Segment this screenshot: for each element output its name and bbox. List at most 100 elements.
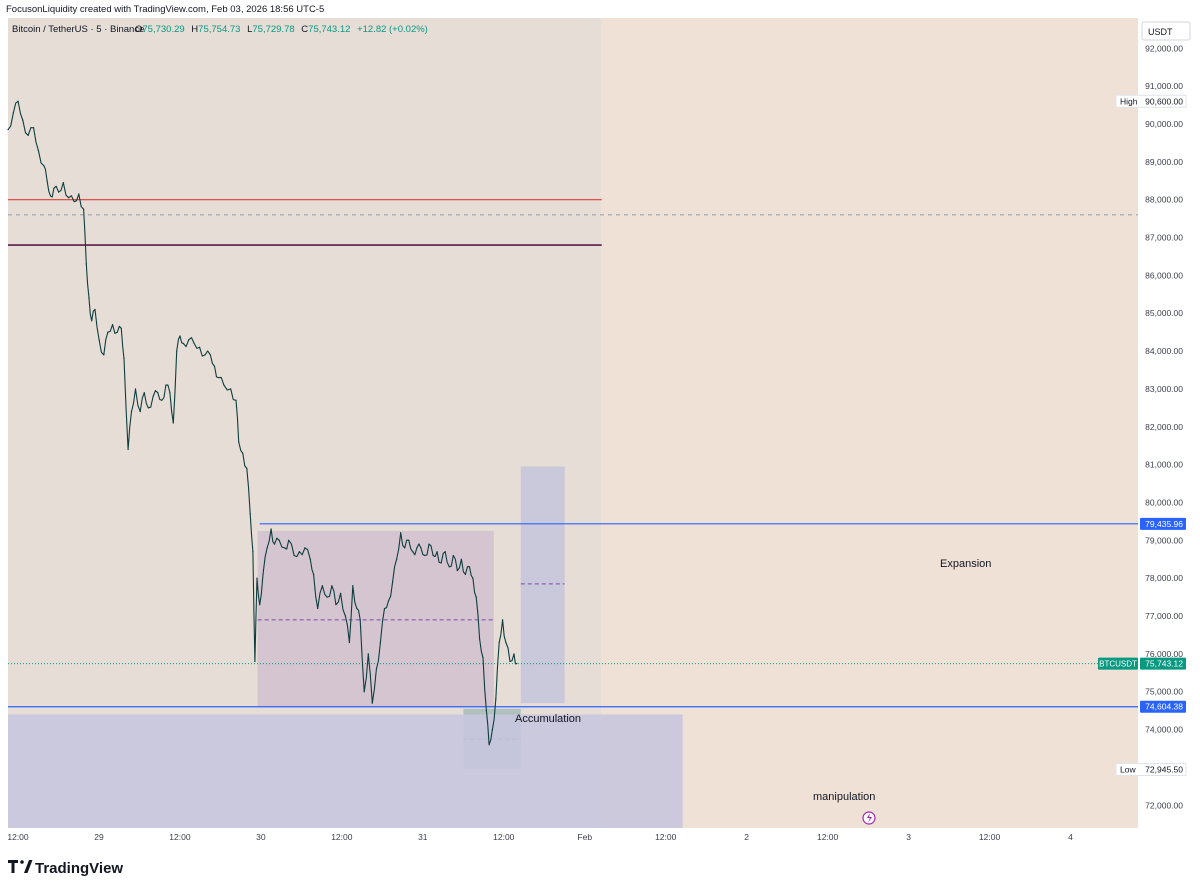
price-point <box>82 208 85 210</box>
price-point <box>475 596 477 598</box>
price-point <box>509 660 511 663</box>
price-point <box>120 327 122 329</box>
price-tag-text-3: 79,435.96 <box>1145 519 1183 529</box>
symbol-title[interactable]: Bitcoin / TetherUS · 5 · Binance <box>12 24 144 35</box>
price-point <box>331 585 333 587</box>
price-point <box>448 566 450 568</box>
y-tick-label: 72,000.00 <box>1145 800 1183 810</box>
price-point <box>165 384 167 386</box>
price-point <box>143 392 145 394</box>
event-icon-bolt <box>867 813 872 823</box>
price-point <box>348 641 350 644</box>
price-point <box>293 554 295 557</box>
y-tick-label: 84,000.00 <box>1145 346 1183 356</box>
price-point <box>172 422 174 424</box>
marker-value-high: 90,600.00 <box>1145 96 1183 106</box>
price-point <box>103 354 105 356</box>
price-point <box>359 619 361 621</box>
price-point <box>404 547 406 549</box>
price-point <box>182 342 185 345</box>
price-point <box>313 573 315 576</box>
y-tick-label: 75,000.00 <box>1145 687 1183 697</box>
price-point <box>68 197 70 199</box>
price-point <box>230 388 232 390</box>
session-current <box>601 18 1138 828</box>
price-point <box>98 339 100 341</box>
price-point <box>278 539 280 541</box>
price-point <box>367 653 369 655</box>
price-point <box>371 702 373 704</box>
price-point <box>472 577 474 579</box>
price-point <box>516 663 518 665</box>
price-point <box>209 354 212 356</box>
price-point <box>298 551 301 553</box>
price-levels <box>8 199 1138 708</box>
price-point <box>420 547 422 549</box>
price-point <box>412 551 414 553</box>
y-tick-label: 77,000.00 <box>1145 611 1183 621</box>
price-point <box>321 585 324 587</box>
price-point <box>256 577 258 579</box>
price-point <box>242 452 244 454</box>
marker-label-low: Low <box>1120 765 1136 775</box>
y-tick-label: 81,000.00 <box>1145 460 1183 470</box>
legend: Bitcoin / TetherUS · 5 · Binance O75,730… <box>12 24 428 35</box>
labels: Accumulation manipulation Expansion 79,435.… <box>515 94 1187 825</box>
price-point <box>408 539 410 541</box>
y-tick-label: 92,000.00 <box>1145 43 1183 53</box>
price-point <box>491 728 494 731</box>
price-point <box>416 547 418 549</box>
open-value: 75,730.29 <box>142 24 184 35</box>
price-point <box>85 263 87 265</box>
price-point <box>91 320 93 322</box>
price-point <box>340 592 342 594</box>
price-point <box>238 441 240 443</box>
zone-label-expansion: Expansion <box>940 558 991 570</box>
event-lightning-icon <box>862 811 876 825</box>
y-tick-label: 91,000.00 <box>1145 81 1183 91</box>
price-point <box>130 411 133 413</box>
price-point <box>58 191 60 193</box>
marker-box-low <box>1115 763 1187 777</box>
price-point <box>62 182 64 184</box>
marker-box-high <box>1115 94 1187 108</box>
price-point <box>246 467 248 470</box>
x-tick-label: Feb <box>577 832 592 842</box>
x-axis-panel <box>0 828 1200 848</box>
price-tag-3 <box>1140 517 1186 530</box>
price-point <box>37 149 39 152</box>
price-point <box>363 691 365 693</box>
price-point <box>383 607 386 610</box>
tradingview-logo[interactable]: TradingView <box>8 860 123 877</box>
price-point <box>432 554 434 557</box>
x-tick-label: 12:00 <box>817 832 839 842</box>
x-tick-label: 30 <box>256 832 266 842</box>
marker-label-high: High <box>1120 96 1138 106</box>
zones <box>8 466 683 828</box>
price-point <box>53 187 55 189</box>
price-point <box>488 744 490 746</box>
price-point <box>482 657 484 659</box>
zone-expansion <box>520 466 565 704</box>
price-point <box>123 358 125 360</box>
y-tick-label: 90,000.00 <box>1145 119 1183 129</box>
price-point <box>326 596 328 598</box>
price-point <box>147 407 149 409</box>
symbol-tag-text: BTCUSDT <box>1099 660 1137 669</box>
price-point <box>33 127 35 129</box>
price-point <box>270 528 272 530</box>
price-point <box>7 129 9 131</box>
price-point <box>107 331 109 333</box>
price-point <box>27 134 29 136</box>
price-point <box>252 551 254 553</box>
price-point <box>262 573 264 576</box>
price-point <box>152 395 154 398</box>
price-point <box>22 119 24 121</box>
x-tick-label: 12:00 <box>493 832 515 842</box>
price-point <box>479 638 481 640</box>
currency-button[interactable]: USDT <box>1141 21 1191 41</box>
zone-label-accumulation: Accumulation <box>515 713 581 725</box>
